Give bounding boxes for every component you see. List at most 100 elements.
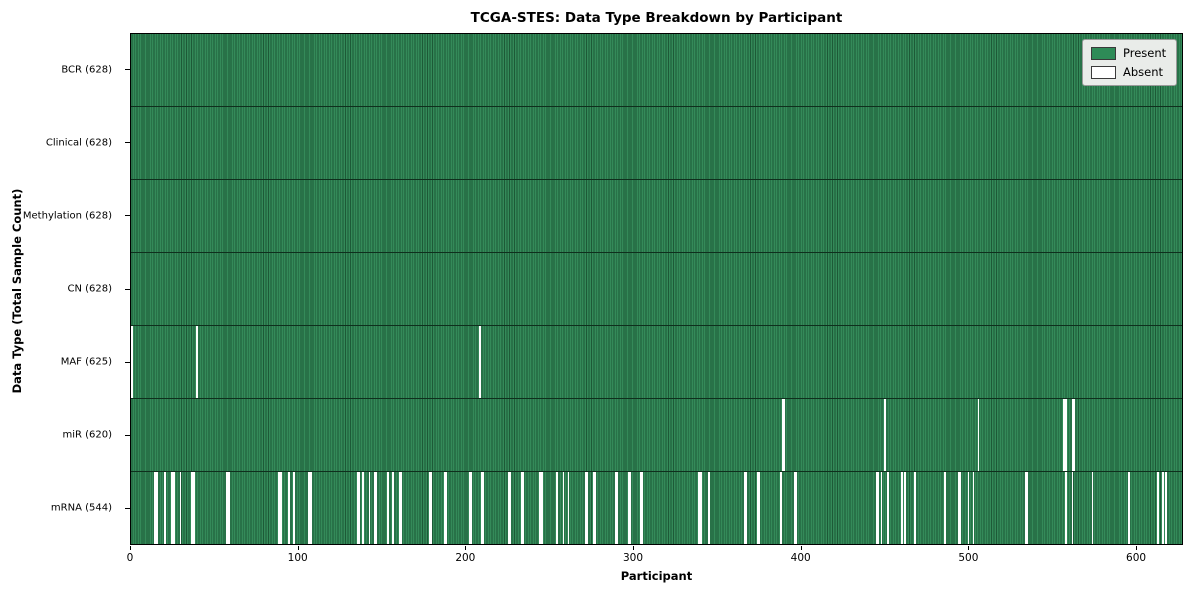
y-tick-mark [125, 507, 130, 509]
absent-stripe [780, 472, 783, 544]
y-tick-label: MAF (625) [60, 356, 112, 368]
absent-stripe [967, 472, 970, 544]
absent-stripe [875, 472, 880, 544]
x-tick-mark [968, 546, 970, 550]
legend-entry-absent: Absent [1091, 65, 1166, 79]
heatmap-row-mir [131, 399, 1182, 472]
absent-stripe [957, 472, 962, 544]
absent-stripe [539, 472, 543, 544]
absent-stripe [171, 472, 175, 544]
absent-stripe [708, 472, 711, 544]
y-axis-label: Data Type (Total Sample Count) [10, 188, 24, 394]
heatmap-row-mrna [131, 472, 1182, 544]
absent-stripe [1024, 472, 1029, 544]
absent-stripe [480, 472, 485, 544]
absent-stripe [1071, 399, 1075, 471]
absent-stripe [226, 472, 230, 544]
absent-stripe [614, 472, 618, 544]
y-tick-label: Methylation (628) [22, 210, 112, 222]
x-tick-mark [130, 546, 131, 550]
absent-stripe [1071, 472, 1074, 544]
absent-stripe [278, 472, 282, 544]
legend-swatch-present [1091, 46, 1116, 60]
y-tick-label: miR (620) [62, 429, 112, 441]
absent-stripe [179, 472, 182, 544]
y-tick-label: CN (628) [67, 283, 112, 295]
absent-stripe [469, 472, 473, 544]
absent-stripe [356, 472, 361, 544]
absent-stripe [944, 472, 947, 544]
absent-stripe [293, 472, 295, 544]
x-tick-label: 0 [126, 552, 134, 564]
y-axis-tick-labels: BCR (628) Clinical (628) Methylation (628)… [0, 33, 120, 545]
absent-stripe [698, 472, 702, 544]
y-tick-mark [125, 142, 130, 144]
absent-stripe [131, 326, 133, 398]
absent-stripe [977, 399, 980, 471]
x-tick-label: 200 [455, 552, 476, 564]
legend-label-absent: Absent [1123, 65, 1164, 79]
absent-stripe [1091, 472, 1094, 544]
absent-stripe [884, 399, 886, 471]
x-tick-mark [297, 546, 299, 550]
absent-stripe [756, 472, 761, 544]
absent-stripe [520, 472, 525, 544]
legend-label-present: Present [1123, 46, 1167, 60]
x-tick-label: 500 [958, 552, 979, 564]
absent-stripe [1063, 399, 1067, 471]
x-tick-label: 600 [1126, 552, 1147, 564]
absent-stripe [914, 472, 916, 544]
y-tick-label: Clinical (628) [45, 137, 112, 149]
absent-stripe [900, 472, 903, 544]
y-tick-mark [125, 69, 130, 71]
x-tick-mark [465, 546, 467, 550]
x-tick-label: 300 [622, 552, 644, 564]
x-tick-mark [800, 546, 802, 550]
absent-stripe [1064, 472, 1067, 544]
x-tick-label: 400 [790, 552, 811, 564]
y-tick-mark [125, 288, 130, 290]
absent-stripe [562, 472, 565, 544]
absent-stripe [154, 472, 158, 544]
absent-stripe [479, 326, 481, 398]
absent-stripe [743, 472, 747, 544]
absent-stripe [373, 472, 377, 544]
absent-stripe [639, 472, 644, 544]
absent-stripe [288, 472, 290, 544]
absent-stripe [196, 326, 198, 398]
absent-stripe [793, 472, 798, 544]
absent-stripe [191, 472, 195, 544]
absent-stripe [392, 472, 394, 544]
heatmap-row-maf [131, 326, 1182, 399]
absent-stripe [398, 472, 403, 544]
legend: Present Absent [1082, 39, 1178, 86]
y-tick-label: BCR (628) [61, 64, 112, 76]
absent-stripe [887, 472, 890, 544]
absent-stripe [308, 472, 312, 544]
absent-stripe [1161, 472, 1164, 544]
heatmap-row-methylation [131, 180, 1182, 253]
absent-stripe [387, 472, 389, 544]
x-tick-label: 100 [287, 552, 308, 564]
absent-stripe [972, 472, 975, 544]
y-tick-label: mRNA (544) [50, 502, 112, 514]
absent-stripe [592, 472, 597, 544]
absent-stripe [1156, 472, 1159, 544]
absent-stripe [880, 472, 883, 544]
plot-area [130, 33, 1183, 545]
absent-stripe [164, 472, 167, 544]
heatmap-row-bcr [131, 34, 1182, 107]
absent-stripe [628, 472, 632, 544]
x-tick-mark [1136, 546, 1138, 550]
absent-stripe [368, 472, 371, 544]
absent-stripe [904, 472, 906, 544]
x-axis-label: Participant [620, 569, 693, 583]
absent-stripe [507, 472, 511, 544]
y-tick-mark [125, 434, 130, 436]
absent-stripe [1128, 472, 1131, 544]
y-axis-tick-marks [125, 33, 130, 545]
x-axis: 0 100 200 300 400 500 600 [126, 546, 1183, 568]
absent-stripe [443, 472, 448, 544]
heatmap-row-cn [131, 253, 1182, 326]
